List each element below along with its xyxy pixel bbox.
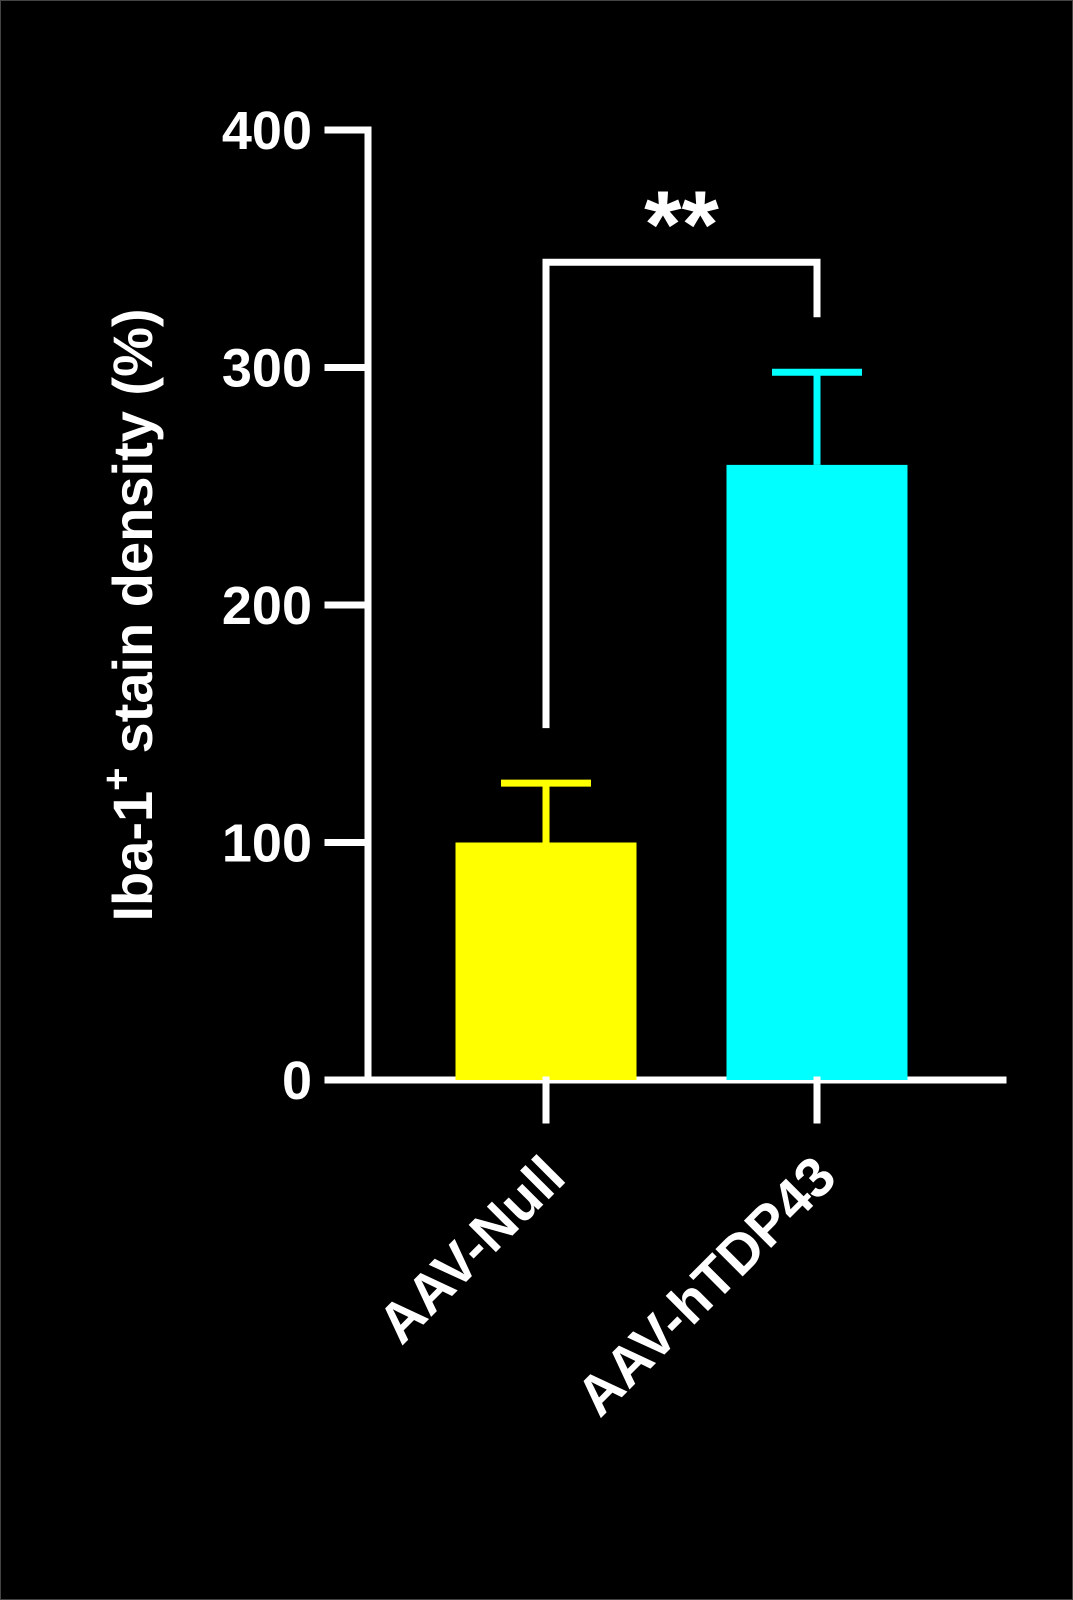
y-label-main: Iba-1 xyxy=(101,791,164,922)
y-tick-label: 100 xyxy=(222,814,312,874)
bar xyxy=(726,464,908,1080)
y-axis-label: Iba-1+ stain density (%) xyxy=(95,308,164,921)
y-tick-label: 200 xyxy=(222,576,312,636)
bar xyxy=(455,842,637,1080)
significance-bracket xyxy=(542,258,821,729)
error-bar xyxy=(501,779,591,843)
y-label-rest: stain density (%) xyxy=(101,308,164,753)
error-bar xyxy=(772,368,862,465)
y-tick-label: 0 xyxy=(282,1051,312,1111)
significance-label: ** xyxy=(644,171,719,278)
y-label-sup: + xyxy=(95,767,139,790)
y-tick-label: 300 xyxy=(222,339,312,399)
y-tick-label: 400 xyxy=(222,101,312,161)
